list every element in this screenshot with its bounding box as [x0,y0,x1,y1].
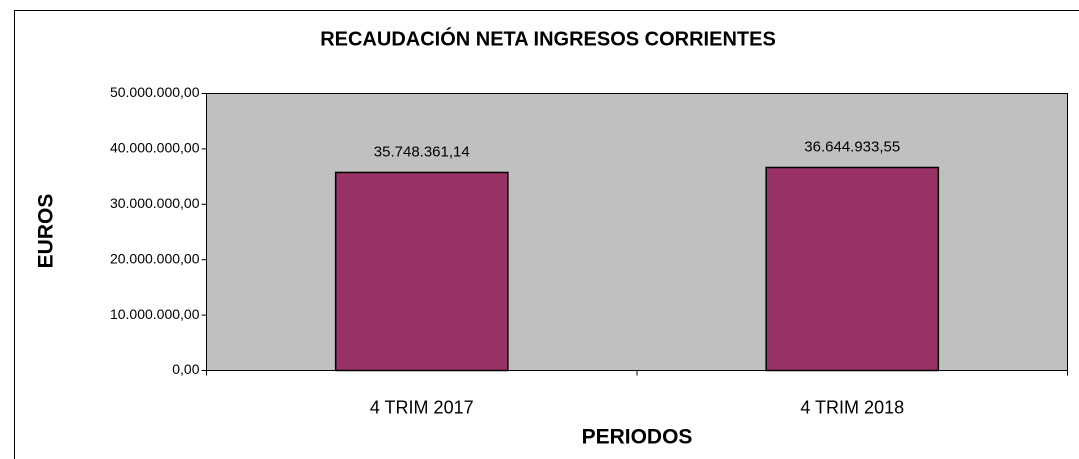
x-axis-title: PERIODOS [582,426,693,449]
y-tick-label: 30.000.000,00 [110,195,200,211]
y-tick-label: 20.000.000,00 [110,250,200,266]
bar [765,166,940,372]
bar [334,171,509,372]
chart-title: RECAUDACIÓN NETA INGRESOS CORRIENTES [320,26,776,50]
y-tick-label: 40.000.000,00 [110,140,200,156]
y-tick-label: 10.000.000,00 [110,306,200,322]
x-tick-label: 4 TRIM 2018 [800,397,904,417]
data-label: 36.644.933,55 [804,138,900,155]
data-label: 35.748.361,14 [374,143,470,160]
y-axis-title: EUROS [35,194,58,269]
y-tick-label: 0,00 [172,361,199,377]
x-tick-label: 4 TRIM 2017 [370,397,474,417]
y-tick-label: 50.000.000,00 [110,84,200,100]
